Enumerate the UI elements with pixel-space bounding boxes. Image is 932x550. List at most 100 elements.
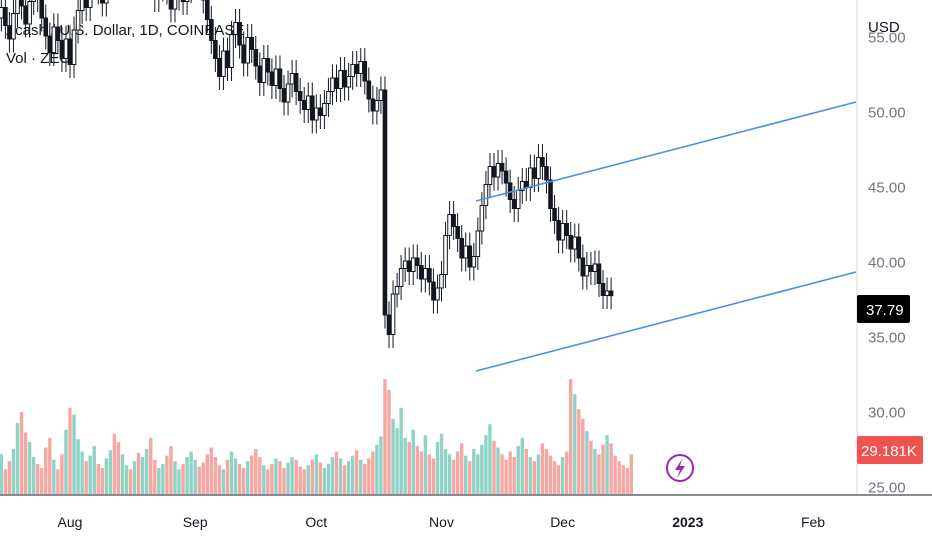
candle xyxy=(154,0,156,12)
volume-bar xyxy=(100,468,105,494)
candle xyxy=(423,255,428,293)
candle xyxy=(27,0,32,38)
volume-bar xyxy=(258,457,262,494)
candle xyxy=(443,222,448,288)
candle xyxy=(350,51,355,90)
candle xyxy=(544,153,549,194)
volume-bar xyxy=(157,468,161,494)
candle xyxy=(19,0,24,20)
candle xyxy=(229,21,234,81)
volume-bar xyxy=(548,455,553,494)
volume-bar xyxy=(229,451,234,494)
candle xyxy=(414,244,420,279)
candle xyxy=(374,87,380,125)
price-tick-label: 55.00 xyxy=(868,30,906,47)
volume-bar xyxy=(11,448,16,494)
volume-bar xyxy=(379,436,383,494)
price-tick-label: 35.00 xyxy=(868,330,906,347)
candle xyxy=(273,55,279,99)
candle xyxy=(330,64,335,105)
volume-bar xyxy=(52,459,56,494)
candle xyxy=(499,150,505,185)
volume-bar xyxy=(371,451,375,494)
candle xyxy=(572,223,578,263)
candle xyxy=(406,247,412,285)
volume-bar xyxy=(209,447,214,494)
volume-bar xyxy=(326,463,331,494)
candle xyxy=(515,177,521,222)
candle xyxy=(47,22,53,66)
price-axis[interactable]: 55.00 50.00 45.00 40.00 35.00 30.00 25.00 xyxy=(868,30,906,497)
channel-lower-line[interactable] xyxy=(475,271,857,372)
candle xyxy=(398,255,404,300)
candle xyxy=(0,0,4,32)
last-volume-value: 29.181K xyxy=(861,443,917,460)
candle xyxy=(281,75,287,116)
volume-bar xyxy=(540,443,545,494)
volume-bar xyxy=(302,469,306,494)
candle xyxy=(338,57,343,102)
volume-bar xyxy=(496,447,500,494)
candle xyxy=(37,0,39,12)
candle xyxy=(63,25,69,72)
price-tick-label: 40.00 xyxy=(868,255,906,272)
volume-bar xyxy=(605,435,609,494)
volume-bar xyxy=(68,407,72,494)
volume-bar xyxy=(7,461,12,494)
volume-bar xyxy=(116,442,121,494)
candle xyxy=(495,150,501,191)
volume-bar xyxy=(435,442,440,494)
candle xyxy=(15,0,20,27)
candle xyxy=(237,9,242,59)
candle xyxy=(172,0,178,23)
candle xyxy=(253,36,259,80)
candle xyxy=(100,0,105,17)
price-tick-label: 25.00 xyxy=(868,480,906,497)
volume-bar xyxy=(250,455,254,494)
volume-bar xyxy=(241,468,246,494)
candle xyxy=(483,171,489,219)
candle xyxy=(326,78,331,117)
candle xyxy=(402,247,408,282)
volume-bar xyxy=(350,455,355,494)
candle xyxy=(59,27,65,72)
volume-bar xyxy=(92,446,96,494)
price-tick-label: 50.00 xyxy=(868,105,906,122)
candle xyxy=(87,0,93,21)
candle xyxy=(540,144,545,180)
candle xyxy=(245,24,250,77)
candle xyxy=(23,0,28,38)
candle xyxy=(277,55,283,102)
candle xyxy=(584,252,590,290)
candle xyxy=(67,25,73,78)
channel-upper-line[interactable] xyxy=(475,101,857,202)
volume-bar xyxy=(153,459,157,494)
candle xyxy=(285,70,291,116)
volume-bar xyxy=(427,454,432,494)
candle xyxy=(305,82,311,123)
candle xyxy=(463,232,469,272)
candle xyxy=(79,0,85,24)
candle xyxy=(158,0,160,12)
volume-bar xyxy=(185,457,189,494)
candle xyxy=(225,37,230,81)
volume-bar xyxy=(56,469,60,494)
volume-bar xyxy=(72,414,76,494)
volume-bar xyxy=(585,431,589,494)
ascending-channel[interactable] xyxy=(475,101,857,372)
candle xyxy=(168,0,174,23)
volume-bar xyxy=(205,454,209,494)
candle xyxy=(297,78,303,114)
volume-bar xyxy=(169,446,173,494)
time-axis[interactable]: Aug Sep Oct Nov Dec 2023 Feb xyxy=(58,514,826,530)
volume-bar xyxy=(468,461,472,494)
candle xyxy=(552,195,557,234)
candle xyxy=(410,244,416,285)
volume-bar xyxy=(193,459,197,494)
candle xyxy=(548,166,553,222)
volume-bar xyxy=(492,440,496,494)
candle xyxy=(370,85,376,125)
lightning-icon-button[interactable] xyxy=(666,454,694,482)
volume-bars xyxy=(0,379,633,494)
